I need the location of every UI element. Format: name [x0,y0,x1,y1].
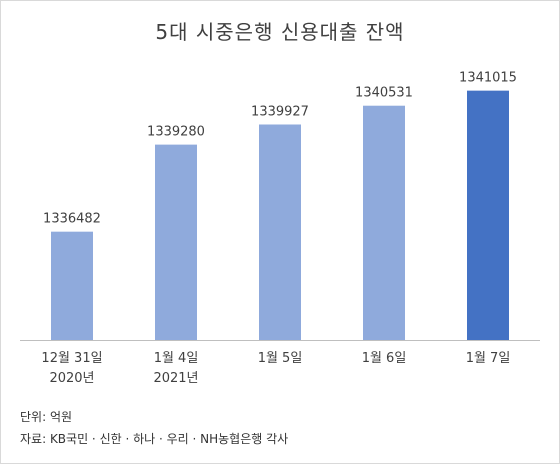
data-label-1: 1336482 [43,212,101,227]
x-tick-label-1: 12월 31일 [41,351,102,366]
data-label-2: 1339280 [147,125,205,140]
x-tick-label-5: 1월 7일 [466,351,511,366]
data-label-4: 1340531 [355,86,413,101]
x-tick-label-2: 1월 4일 [154,351,199,366]
data-label-5: 1341015 [459,71,517,86]
bar-1 [51,231,93,340]
x-tick-label-4: 1월 6일 [362,351,407,366]
x-tick-label-1-line2: 2020년 [49,371,94,386]
chart-title: 5대 시중은행 신용대출 잔액 [155,20,405,44]
x-tick-label-3: 1월 5일 [258,351,303,366]
bar-3 [259,124,301,340]
source-note: 자료: KB국민 · 신한 · 하나 · 우리 · NH농협은행 각사 [20,432,289,446]
unit-note: 단위: 억원 [20,410,73,424]
bar-2 [155,144,197,340]
data-label-3: 1339927 [251,104,309,119]
bar-5 [467,90,509,341]
bar-4 [363,105,405,340]
x-tick-label-2-line2: 2021년 [153,371,198,386]
